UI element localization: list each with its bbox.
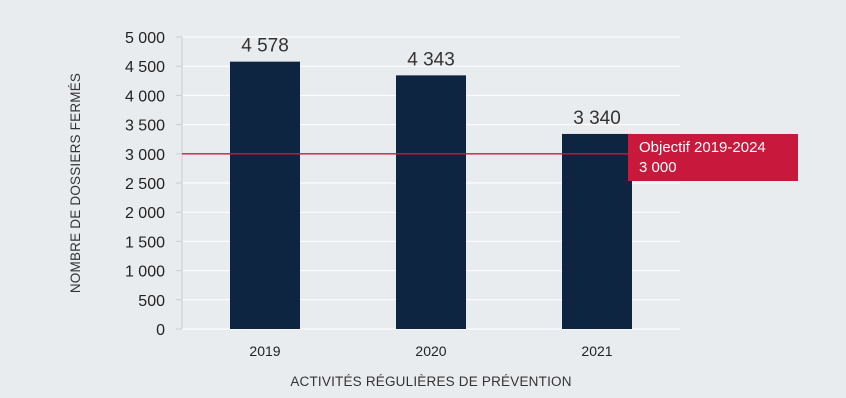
data-labels: 4 578 4 343 3 340 xyxy=(241,36,621,129)
y-tick-label: 3 000 xyxy=(125,147,165,164)
y-tick-label: 2 500 xyxy=(125,176,165,193)
y-tick-label: 1 500 xyxy=(125,234,165,251)
target-label-box xyxy=(628,134,798,181)
y-tick-label: 4 500 xyxy=(125,59,165,76)
x-axis-title: ACTIVITÉS RÉGULIÈRES DE PRÉVENTION xyxy=(290,374,571,389)
y-tick-label: 4 000 xyxy=(125,88,165,105)
bars xyxy=(230,61,632,329)
target-label-line2: 3 000 xyxy=(639,159,677,176)
x-axis-ticks: 2019 2020 2021 xyxy=(249,343,612,359)
data-label-2020: 4 343 xyxy=(407,49,455,70)
bar-2019 xyxy=(230,61,300,329)
y-tick-label: 1 000 xyxy=(125,264,165,281)
x-tick-label-2021: 2021 xyxy=(581,343,612,359)
y-tick-label: 0 xyxy=(156,322,165,339)
y-tick-label: 5 000 xyxy=(125,30,165,47)
target-line-group: Objectif 2019-2024 3 000 xyxy=(182,134,798,181)
target-label-line1: Objectif 2019-2024 xyxy=(639,139,766,156)
bar-2020 xyxy=(396,75,466,329)
y-axis-ticks: 0 500 1 000 1 500 2 000 2 500 3 000 3 500 4 000 4… xyxy=(125,30,165,339)
y-tick-label: 500 xyxy=(138,293,165,310)
data-label-2019: 4 578 xyxy=(241,36,289,57)
y-tick-label: 2 000 xyxy=(125,205,165,222)
x-tick-label-2020: 2020 xyxy=(415,343,446,359)
x-tick-label-2019: 2019 xyxy=(249,343,280,359)
y-axis-title: NOMBRE DE DOSSIERS FERMÉS xyxy=(68,73,83,293)
data-label-2021: 3 340 xyxy=(573,108,621,129)
bar-2021 xyxy=(562,133,632,329)
y-tick-label: 3 500 xyxy=(125,118,165,135)
